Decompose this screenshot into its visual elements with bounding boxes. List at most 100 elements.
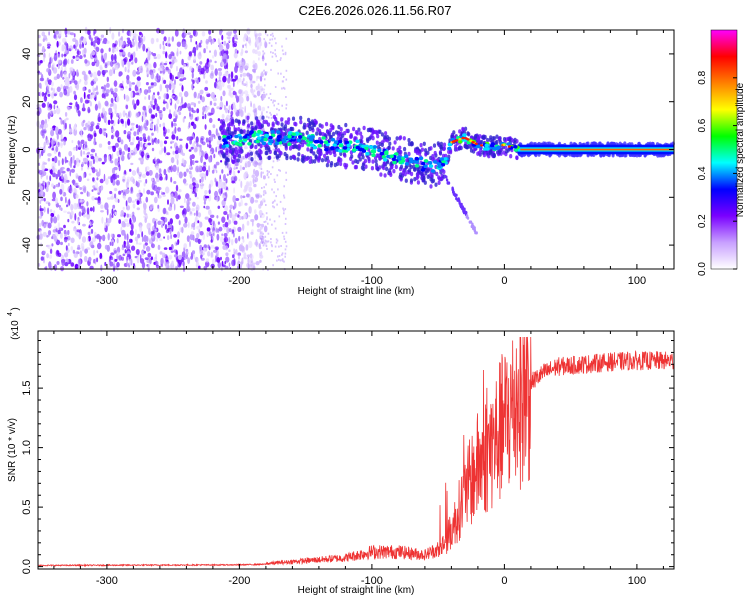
ridge-halo <box>308 159 312 164</box>
colorbar-label: Normalized spectral amplitude <box>735 82 746 217</box>
faint-speck <box>265 183 267 186</box>
noise-speck <box>250 263 255 271</box>
ridge-halo <box>267 155 271 161</box>
noise-speck <box>41 219 45 227</box>
faint-speck <box>263 52 266 55</box>
noise-speck <box>162 45 166 51</box>
ridge-halo <box>434 182 438 187</box>
faint-speck <box>265 245 268 247</box>
noise-speck <box>254 62 258 71</box>
noise-speck <box>210 100 213 106</box>
noise-speck <box>42 251 46 254</box>
noise-speck <box>165 84 170 89</box>
ridge-halo <box>328 131 332 136</box>
noise-speck <box>250 219 255 222</box>
noise-speck <box>136 76 141 81</box>
noise-speck <box>196 79 199 85</box>
faint-speck <box>277 188 279 191</box>
ridge-halo <box>341 133 345 138</box>
noise-speck <box>229 211 233 219</box>
noise-speck <box>264 41 268 49</box>
ridge-core <box>404 154 409 158</box>
ridge-halo <box>249 144 253 150</box>
noise-speck <box>86 178 90 182</box>
noise-speck <box>227 84 231 89</box>
noise-speck <box>174 29 179 37</box>
noise-speck <box>146 89 152 93</box>
noise-speck <box>116 237 119 244</box>
noise-speck <box>226 36 231 40</box>
noise-speck <box>81 166 83 171</box>
noise-speck <box>193 91 197 99</box>
noise-speck <box>214 190 219 198</box>
ridge-core <box>294 131 300 136</box>
ridge-halo <box>407 138 411 143</box>
noise-speck <box>95 152 97 157</box>
noise-speck <box>112 66 115 72</box>
noise-speck <box>213 102 217 107</box>
ridge-halo <box>359 131 363 136</box>
noise-speck <box>65 34 68 38</box>
noise-speck <box>151 243 155 249</box>
noise-speck <box>213 49 217 57</box>
noise-speck <box>254 176 259 183</box>
ridge-core <box>513 148 519 152</box>
colorbar: 0.00.20.40.60.8 Normalized spectral ampl… <box>697 29 746 276</box>
noise-speck <box>217 181 222 189</box>
noise-speck <box>218 44 224 51</box>
ridge-core <box>439 157 444 161</box>
faint-speck <box>266 136 269 139</box>
noise-speck <box>130 162 134 166</box>
noise-speck <box>218 76 221 81</box>
spectrogram-ridge <box>218 114 675 235</box>
noise-speck <box>110 128 115 133</box>
faint-speck <box>266 156 268 159</box>
noise-speck <box>81 206 86 213</box>
noise-speck <box>176 99 180 105</box>
faint-speck <box>261 71 264 74</box>
noise-speck <box>142 133 146 138</box>
noise-speck <box>143 244 146 249</box>
ridge-halo <box>360 135 364 140</box>
ridge-halo <box>249 151 253 156</box>
noise-speck <box>96 122 100 126</box>
ridge-core <box>338 143 343 148</box>
noise-speck <box>203 161 207 165</box>
noise-speck <box>160 29 165 35</box>
noise-speck <box>147 252 152 258</box>
faint-speck <box>281 252 284 255</box>
noise-speck <box>164 224 168 230</box>
faint-speck <box>283 209 285 212</box>
colorbar-tick-label: 0.0 <box>697 262 708 276</box>
ridge-halo <box>358 152 362 158</box>
faint-speck <box>278 109 280 112</box>
noise-speck <box>147 63 152 71</box>
ridge-halo <box>344 122 348 128</box>
noise-speck <box>126 176 131 183</box>
faint-speck <box>279 259 282 262</box>
noise-speck <box>114 158 118 166</box>
noise-speck <box>204 216 209 220</box>
ridge-halo <box>452 130 456 135</box>
noise-speck <box>244 50 248 54</box>
noise-speck <box>161 191 163 195</box>
noise-speck <box>178 138 183 141</box>
ridge-halo <box>250 121 254 126</box>
noise-speck <box>243 90 249 95</box>
noise-speck <box>202 106 206 112</box>
noise-speck <box>173 249 178 253</box>
noise-speck <box>92 40 96 47</box>
faint-speck <box>271 55 274 58</box>
noise-speck <box>177 71 180 79</box>
noise-speck <box>221 41 224 45</box>
noise-speck <box>168 206 173 211</box>
faint-speck <box>259 235 262 238</box>
faint-speck <box>270 238 272 240</box>
noise-speck <box>170 140 175 144</box>
noise-speck <box>233 187 235 194</box>
noise-speck <box>181 58 184 66</box>
noise-speck <box>173 203 176 211</box>
noise-speck <box>216 196 219 203</box>
noise-speck <box>42 45 45 53</box>
